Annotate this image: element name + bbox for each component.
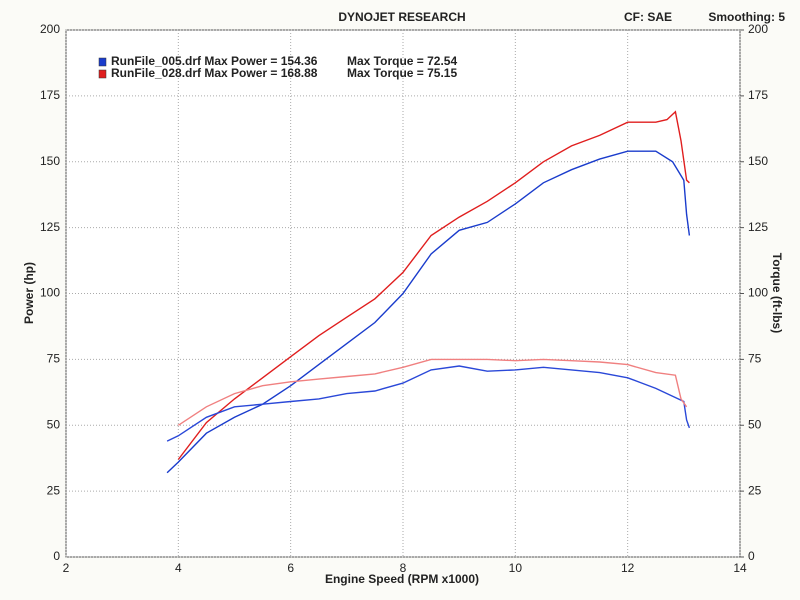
annotation: Smoothing: 5 <box>708 10 785 24</box>
y-tick-label: 50 <box>47 417 61 431</box>
y-tick-label: 175 <box>40 88 60 102</box>
x-tick-label: 2 <box>63 561 70 575</box>
y2-axis-label: Torque (ft-lbs) <box>770 253 784 333</box>
x-tick-label: 10 <box>509 561 523 575</box>
legend-label: RunFile_028.drf Max Power = 168.88 <box>111 66 318 80</box>
series-line <box>166 365 691 442</box>
y-tick-label: 200 <box>40 22 60 36</box>
y-tick-label: 100 <box>40 286 60 300</box>
y-tick-label: 75 <box>47 352 61 366</box>
x-tick-label: 14 <box>733 561 747 575</box>
y-tick-label: 150 <box>40 154 60 168</box>
legend-swatch <box>98 57 107 67</box>
x-tick-label: 8 <box>400 561 407 575</box>
chart-title: DYNOJET RESEARCH <box>338 10 465 24</box>
y-tick-label: 0 <box>53 549 60 563</box>
y2-tick-label: 200 <box>748 22 768 36</box>
x-tick-label: 4 <box>175 561 182 575</box>
y2-tick-label: 25 <box>748 483 762 497</box>
y-tick-label: 125 <box>40 220 60 234</box>
series-line <box>166 150 691 474</box>
annotation: CF: SAE <box>624 10 672 24</box>
y2-tick-label: 175 <box>748 88 768 102</box>
y2-tick-label: 100 <box>748 286 768 300</box>
y2-tick-label: 150 <box>748 154 768 168</box>
legend-label: Max Torque = 72.54 <box>347 54 457 68</box>
legend-label: Max Torque = 75.15 <box>347 66 457 80</box>
legend-swatch <box>98 69 107 79</box>
y2-tick-label: 50 <box>748 417 762 431</box>
y2-tick-label: 75 <box>748 352 762 366</box>
legend-label: RunFile_005.drf Max Power = 154.36 <box>111 54 318 68</box>
y2-tick-label: 125 <box>748 220 768 234</box>
y2-tick-label: 0 <box>748 549 755 563</box>
x-axis-label: Engine Speed (RPM x1000) <box>325 572 479 586</box>
x-tick-label: 12 <box>621 561 635 575</box>
series-line <box>177 358 688 426</box>
y-tick-label: 25 <box>47 483 61 497</box>
y-axis-label: Power (hp) <box>22 262 36 324</box>
x-tick-label: 6 <box>287 561 294 575</box>
series-line <box>177 110 690 460</box>
